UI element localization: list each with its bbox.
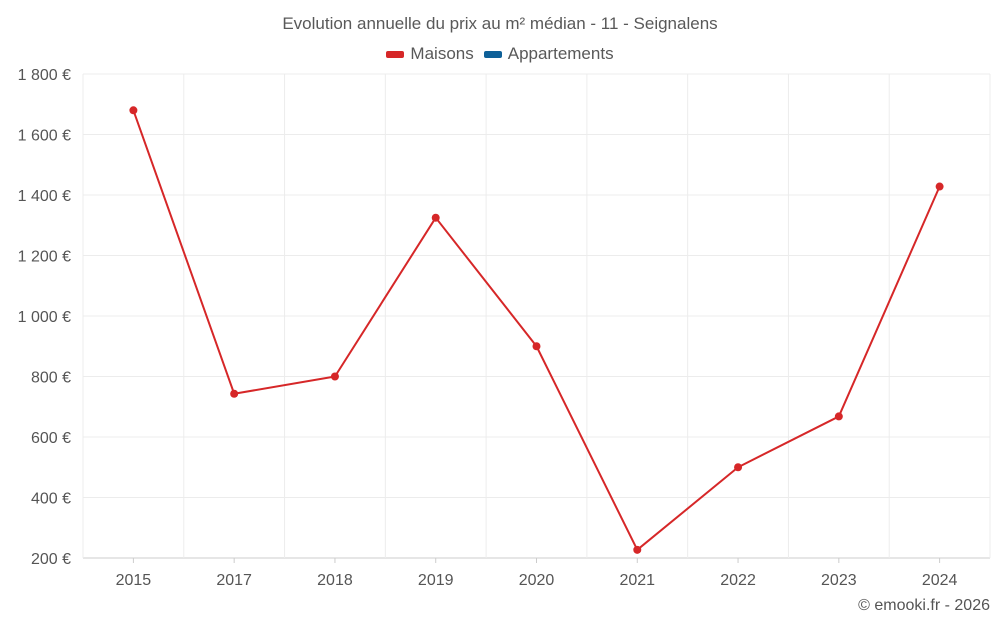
data-point — [834, 412, 843, 421]
y-tick-label: 1 000 € — [18, 309, 71, 326]
y-tick-label: 200 € — [31, 551, 71, 568]
copyright-text: © emooki.fr - 2026 — [858, 597, 990, 614]
data-point — [330, 372, 339, 381]
data-point — [431, 213, 440, 222]
chart-legend: Maisons Appartements — [0, 44, 1000, 64]
x-tick-label: 2021 — [619, 572, 655, 589]
data-point — [129, 106, 138, 115]
data-point — [633, 545, 642, 554]
y-tick-label: 1 800 € — [18, 67, 71, 84]
x-tick-label: 2017 — [216, 572, 252, 589]
x-tick-label: 2022 — [720, 572, 756, 589]
chart-title: Evolution annuelle du prix au m² médian … — [282, 14, 718, 33]
x-tick-label: 2024 — [922, 572, 958, 589]
y-tick-label: 400 € — [31, 491, 71, 508]
data-point — [734, 463, 743, 472]
legend-label-maisons: Maisons — [410, 44, 474, 63]
series-line-maisons — [132, 109, 941, 551]
x-tick-label: 2018 — [317, 572, 353, 589]
x-tick-label: 2019 — [418, 572, 454, 589]
data-point — [935, 182, 944, 191]
legend-item-appartements[interactable]: Appartements — [483, 44, 614, 64]
y-tick-label: 800 € — [31, 370, 71, 387]
y-tick-label: 1 200 € — [18, 249, 71, 266]
y-tick-label: 1 400 € — [18, 188, 71, 205]
data-point — [230, 389, 239, 398]
legend-swatch-maisons — [386, 50, 405, 58]
data-point — [532, 342, 541, 351]
x-tick-label: 2023 — [821, 572, 857, 589]
y-tick-label: 1 600 € — [18, 128, 71, 145]
x-tick-label: 2020 — [519, 572, 555, 589]
x-tick-label: 2015 — [116, 572, 152, 589]
legend-swatch-appartements — [483, 50, 502, 58]
legend-label-appartements: Appartements — [507, 44, 614, 63]
y-tick-label: 600 € — [31, 430, 71, 447]
legend-item-maisons[interactable]: Maisons — [386, 44, 474, 64]
